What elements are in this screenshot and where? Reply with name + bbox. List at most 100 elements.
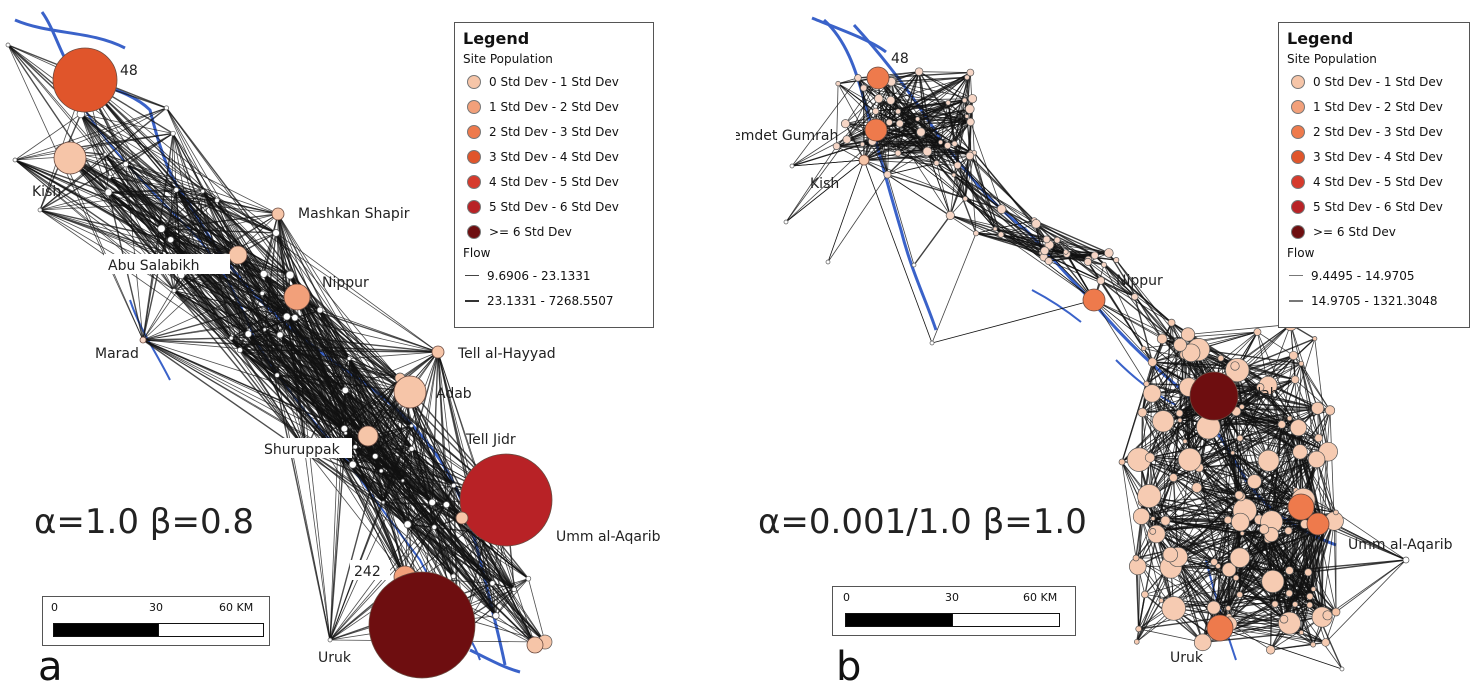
flow-edge [1281, 355, 1294, 425]
legend-population-class-6: >= 6 Std Dev [463, 219, 645, 244]
site-node [1134, 639, 1140, 645]
site-node [842, 135, 852, 144]
flow-edge [80, 113, 111, 178]
flow-edge [1270, 423, 1300, 522]
site-label-48: 48 [120, 63, 138, 79]
flow-edge [264, 329, 382, 472]
model-parameters: α=0.001/1.0 β=1.0 [758, 502, 1087, 542]
flow-edge [80, 113, 182, 276]
flow-edge [1232, 411, 1237, 453]
site-node [1266, 645, 1276, 655]
site-node [967, 94, 978, 104]
site-node [1285, 566, 1294, 575]
site-node [381, 500, 386, 505]
site-node [450, 573, 457, 579]
flow-edge [261, 293, 338, 454]
flow-edge [1103, 264, 1172, 324]
site-node [1206, 614, 1234, 642]
site-node [1053, 236, 1061, 244]
site-node [285, 270, 295, 280]
flow-edge [1239, 379, 1296, 439]
flow-edge [170, 213, 279, 241]
legend-class-label: 1 Std Dev - 2 Std Dev [1313, 99, 1443, 114]
flow-edge [173, 290, 265, 330]
site-node [1137, 407, 1148, 418]
site-node [5, 42, 11, 48]
flow-edge [348, 358, 354, 465]
site-node [163, 105, 169, 111]
flow-edge [890, 99, 971, 123]
flow-edge [964, 152, 975, 199]
site-node [886, 95, 896, 105]
flow-edge [1141, 516, 1175, 609]
site-node [1042, 235, 1051, 244]
site-node [526, 636, 544, 654]
flow-edge [949, 152, 972, 216]
site-node [1312, 336, 1318, 342]
site-node [1173, 338, 1187, 352]
flow-edge [411, 448, 497, 616]
flow-edge [1156, 420, 1181, 535]
site-node [1321, 638, 1330, 647]
flow-edge [1213, 528, 1265, 563]
site-node [348, 460, 357, 469]
legend-class-label: 4 Std Dev - 5 Std Dev [489, 174, 619, 189]
site-node [1182, 438, 1188, 444]
site-node [1193, 633, 1212, 652]
flow-edge [913, 214, 951, 266]
flow-edge [1177, 519, 1229, 558]
site-nodes [783, 66, 1410, 672]
site-node [1156, 333, 1168, 345]
legend-class-label: 1 Std Dev - 2 Std Dev [489, 99, 619, 114]
flow-edge [969, 155, 977, 234]
flow-edge [918, 71, 965, 101]
site-node [1177, 417, 1183, 423]
flow-edge [231, 337, 454, 486]
site-node [428, 498, 436, 507]
site-label-nippur: Nippur [1116, 273, 1163, 289]
flow-edge [166, 107, 350, 359]
site-node [228, 335, 234, 341]
flow-edge [1173, 477, 1240, 496]
flow-edge [465, 578, 529, 620]
flow-edge [1259, 387, 1317, 460]
site-node [276, 331, 284, 339]
flow-edge [1325, 611, 1337, 643]
flow-edge [80, 113, 162, 229]
flow-edge [1001, 208, 1047, 240]
flow-edge [863, 159, 966, 200]
flow-edge [890, 81, 899, 154]
site-node [1307, 450, 1326, 469]
flow-edge [14, 159, 249, 335]
flow-edge [294, 317, 331, 641]
flow-edge [950, 214, 1045, 252]
flow-edge [1035, 223, 1067, 253]
flow-edge [836, 140, 873, 147]
site-node [1162, 546, 1179, 563]
legend-swatch-0 [1291, 74, 1305, 89]
flow-edge [877, 77, 1095, 301]
flow-edge [166, 107, 266, 330]
flow-edge [39, 191, 109, 211]
site-node [944, 141, 952, 150]
site-node [346, 356, 352, 361]
legend-site-population-label: Site Population [463, 52, 553, 66]
site-node [1158, 598, 1164, 604]
flow-edge [263, 273, 350, 359]
site-node [291, 314, 299, 322]
flow-edge [1177, 521, 1241, 558]
flow-edge [294, 317, 454, 577]
flow-edge [1121, 383, 1148, 463]
flow-edge [1093, 299, 1153, 363]
flow-edge [1335, 512, 1407, 561]
flow-edge [1177, 556, 1204, 643]
flow-edge [927, 121, 971, 152]
site-node [173, 187, 180, 193]
legend-population-class-2: 2 Std Dev - 3 Std Dev [1287, 119, 1461, 144]
flow-edge [791, 159, 865, 167]
flow-edge [380, 470, 515, 590]
flow-edge [917, 102, 949, 120]
flow-edge [827, 174, 888, 263]
flow-edge [1239, 355, 1294, 439]
flow-edge [1229, 623, 1271, 651]
